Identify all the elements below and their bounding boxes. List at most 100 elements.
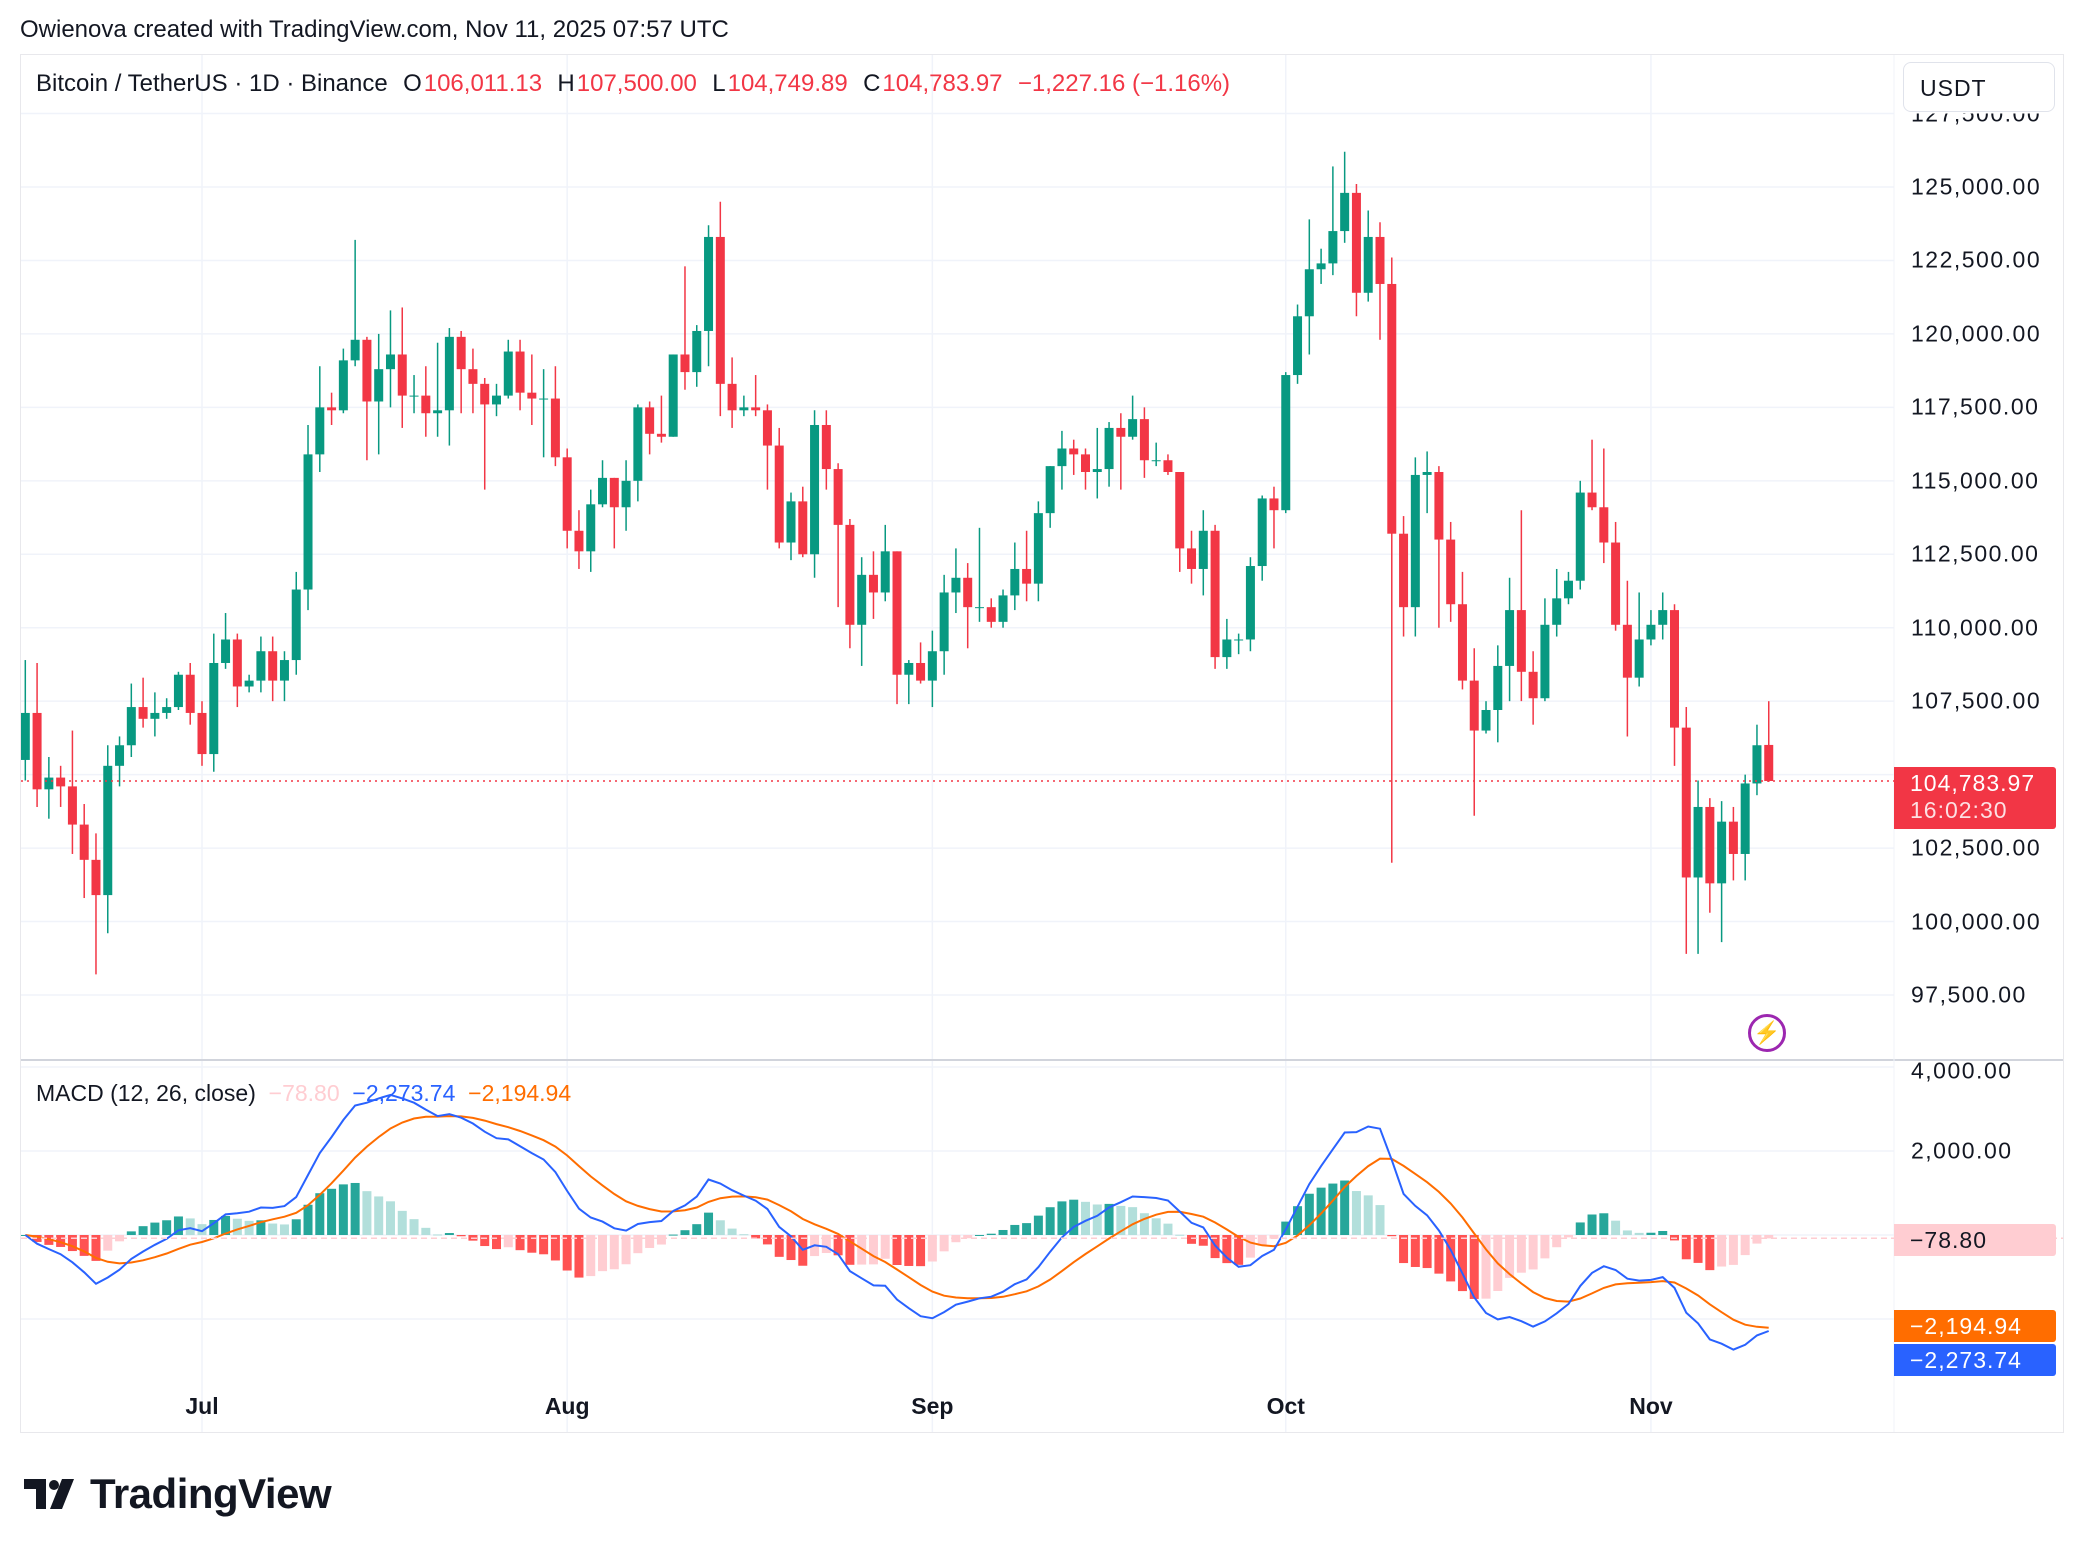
macd-histogram-bar <box>480 1235 490 1247</box>
candle-body <box>927 651 937 681</box>
candle-body <box>739 407 749 411</box>
candle-body <box>79 824 89 860</box>
price-tick-label: 125,000.00 <box>1911 173 2042 200</box>
macd-histogram-bar <box>704 1212 714 1235</box>
candle-body <box>1528 671 1538 699</box>
candle-body <box>162 707 172 713</box>
macd-histogram-bar <box>362 1191 372 1235</box>
candle-body <box>1033 513 1043 584</box>
macd-title[interactable]: MACD (12, 26, close) <box>36 1080 256 1106</box>
macd-histogram-bar <box>1681 1235 1691 1260</box>
candle-body <box>880 551 890 593</box>
macd-histogram-bar <box>668 1234 678 1236</box>
candle-body <box>1622 624 1632 678</box>
macd-histogram-bar <box>916 1235 926 1267</box>
candle-body <box>362 339 372 402</box>
macd-histogram-bar <box>67 1235 77 1252</box>
macd-histogram-bar <box>1222 1235 1232 1264</box>
macd-histogram-bar <box>1422 1235 1432 1269</box>
macd-histogram-bar <box>32 1235 42 1242</box>
candle-body <box>798 501 808 555</box>
macd-histogram-bar <box>1505 1235 1515 1278</box>
macd-line <box>24 1093 1770 1351</box>
macd-histogram-bar <box>338 1184 348 1235</box>
macd-histogram-bar <box>1622 1230 1632 1235</box>
macd-histogram-bar <box>1434 1235 1444 1274</box>
macd-histogram-bar <box>1139 1213 1149 1235</box>
candle-body <box>621 480 631 508</box>
candle-body <box>103 765 113 896</box>
candle-body <box>998 595 1008 622</box>
candle-body <box>645 407 655 434</box>
macd-histogram-bar <box>645 1235 655 1248</box>
macd-series <box>21 1093 1774 1351</box>
macd-histogram-bar <box>1269 1235 1279 1239</box>
macd-histogram-bar <box>1116 1205 1126 1235</box>
tradingview-logo: TradingView <box>24 1470 332 1518</box>
macd-legend: MACD (12, 26, close) −78.80 −2,273.74 −2… <box>36 1080 571 1107</box>
candle-body <box>751 407 761 411</box>
candle-body <box>904 662 914 675</box>
macd-histogram-bar <box>1387 1235 1397 1237</box>
candle-body <box>1611 542 1621 625</box>
candle-body <box>1045 466 1055 514</box>
macd-histogram-bar <box>1410 1235 1420 1267</box>
candle-body <box>138 707 148 719</box>
macd-histogram-bar <box>1045 1207 1055 1235</box>
currency-button[interactable]: USDT <box>1903 62 2055 112</box>
candle-body <box>503 351 513 396</box>
macd-histogram-bar <box>138 1226 148 1235</box>
candle-body <box>1587 492 1597 508</box>
macd-histogram-bar <box>539 1235 549 1255</box>
macd-histogram-bar <box>1340 1180 1350 1235</box>
open-value: 106,011.13 <box>423 70 543 97</box>
macd-histogram-bar <box>444 1233 454 1235</box>
high-label: H <box>557 70 575 97</box>
candle-body <box>21 712 30 760</box>
macd-line-tag: −2,273.74 <box>1894 1344 2056 1376</box>
macd-line-value: −2,273.74 <box>352 1080 456 1106</box>
candle-body <box>338 360 348 411</box>
candle-body <box>1728 821 1738 854</box>
macd-histogram-bar <box>880 1235 890 1259</box>
candle-body <box>821 424 831 470</box>
macd-histogram-bar <box>244 1220 254 1235</box>
last-price-value: 104,783.97 <box>1910 770 2036 796</box>
candle-body <box>951 577 961 593</box>
candle-body <box>433 410 443 414</box>
candle-body <box>1717 821 1727 884</box>
time-tick-label: Aug <box>544 1393 590 1419</box>
tradingview-logo-icon <box>24 1479 74 1509</box>
candle-body <box>1022 568 1032 584</box>
macd-histogram-bar <box>126 1231 136 1235</box>
macd-histogram-bar <box>1010 1224 1020 1235</box>
macd-histogram-bar <box>833 1235 843 1256</box>
macd-histogram-bar <box>1528 1235 1538 1270</box>
macd-histogram-bar <box>1092 1204 1102 1235</box>
candle-body <box>1210 530 1220 658</box>
candle-body <box>1116 427 1126 437</box>
price-tick-label: 112,500.00 <box>1911 540 2040 567</box>
macd-histogram-bar <box>868 1235 878 1265</box>
candle-body <box>916 662 926 681</box>
macd-histogram-bar <box>79 1235 89 1256</box>
macd-histogram-bar <box>409 1219 419 1235</box>
macd-histogram-bar <box>209 1219 219 1235</box>
macd-histogram-bar <box>1646 1232 1656 1235</box>
candle-body <box>786 501 796 543</box>
macd-histogram-bar <box>1740 1235 1750 1256</box>
macd-histogram-bar <box>974 1234 984 1236</box>
lightning-icon[interactable]: ⚡ <box>1748 1014 1786 1052</box>
candle-body <box>1151 460 1161 462</box>
macd-histogram-bar <box>986 1233 996 1235</box>
candle-body <box>397 354 407 396</box>
macd-histogram-bar <box>1658 1230 1668 1235</box>
candle-body <box>1693 806 1703 878</box>
macd-histogram-bar <box>1198 1235 1208 1246</box>
macd-histogram-bar <box>173 1216 183 1235</box>
candle-body <box>1469 680 1479 731</box>
candle-body <box>1446 539 1456 605</box>
macd-histogram-bar <box>1316 1187 1326 1235</box>
symbol-title[interactable]: Bitcoin / TetherUS · 1D · Binance <box>36 70 388 97</box>
